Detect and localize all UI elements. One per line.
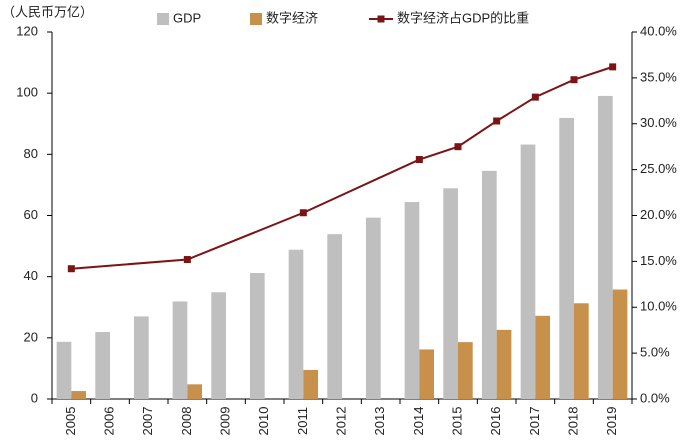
line-marker [531,93,539,101]
line-marker [609,63,617,71]
line-marker [67,265,75,273]
legend-swatch [377,15,385,23]
line-marker [183,256,191,264]
y2-tick-label: 30.0% [640,115,677,130]
bar [574,303,589,399]
bar [496,329,512,399]
line-marker [415,156,423,164]
line-marker [493,117,501,125]
y2-tick-label: 0.0% [640,390,670,405]
x-tick-label: 2006 [101,407,116,436]
y-tick-label: 60 [24,207,38,222]
x-tick-label: 2012 [333,407,348,436]
legend-label: 数字经济占GDP的比重 [397,10,529,25]
bar [56,341,72,399]
bar [71,391,87,399]
legend-swatch [157,13,169,25]
bar [612,289,628,399]
x-tick-label: 2018 [565,407,580,436]
bar [133,316,149,399]
x-tick-label: 2014 [411,407,426,436]
bar [559,117,574,400]
bar [597,95,613,400]
bar [303,369,319,399]
bar [211,292,226,399]
bar [172,301,188,399]
bar [458,342,473,399]
bar [288,249,304,399]
unit-label: （人民币万亿） [2,4,93,19]
x-tick-label: 2019 [604,407,619,436]
legend-swatch [250,13,262,25]
x-tick-label: 2016 [488,407,503,436]
bar [187,384,203,399]
y-tick-label: 40 [24,268,38,283]
legend-label: 数字经济 [266,10,318,25]
y-tick-label: 0 [31,390,38,405]
y-tick-label: 20 [24,329,38,344]
y2-tick-label: 40.0% [640,23,677,38]
y-tick-label: 120 [16,23,38,38]
bar [520,144,536,399]
y2-tick-label: 10.0% [640,299,677,314]
bar [249,272,265,399]
x-tick-label: 2008 [179,407,194,436]
x-tick-label: 2015 [449,407,464,436]
y-tick-label: 100 [16,85,38,100]
bar [404,202,420,399]
bar [419,349,435,399]
legend-label: GDP [173,10,201,25]
y2-tick-label: 25.0% [640,161,677,176]
bar [535,315,551,399]
y2-tick-label: 20.0% [640,207,677,222]
x-tick-label: 2011 [295,407,310,435]
bar [327,234,342,399]
x-tick-label: 2007 [140,407,155,436]
bar [365,217,381,399]
line-marker [454,143,462,151]
bar [443,188,458,399]
x-tick-label: 2017 [527,407,542,436]
line-marker [299,209,307,217]
x-tick-label: 2009 [217,407,232,436]
y2-tick-label: 15.0% [640,253,677,268]
y-tick-label: 80 [24,146,38,161]
x-tick-label: 2010 [256,407,271,436]
x-tick-label: 2013 [372,407,387,436]
y2-tick-label: 5.0% [640,345,670,360]
bar [481,170,497,399]
y2-tick-label: 35.0% [640,69,677,84]
line-marker [570,76,578,84]
bar [95,332,110,399]
x-tick-label: 2005 [63,407,78,436]
